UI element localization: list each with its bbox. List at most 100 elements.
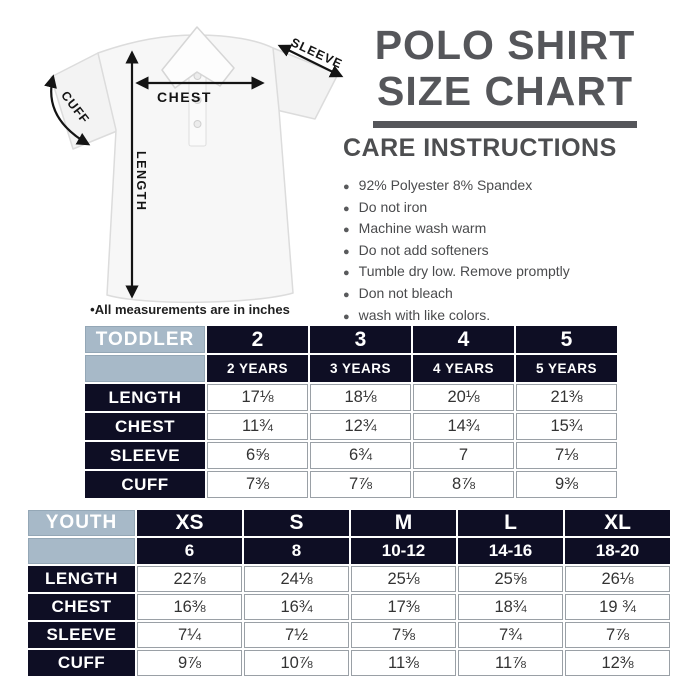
value-cell: 14¾ [413,413,514,440]
polo-shirt-diagram: CHEST LENGTH SLEEVE CUFF [25,18,355,318]
size-header-cell: 5 [516,326,617,353]
size-header-cell: L [458,510,563,536]
size-header-cell: 4 [413,326,514,353]
value-cell: 17⅛ [207,384,308,411]
age-header-cell: 6 [137,538,242,564]
row-label-cuff: CUFF [85,471,205,498]
value-cell: 11⅞ [458,650,563,676]
row-label-length: LENGTH [85,384,205,411]
size-header-cell: 2 [207,326,308,353]
title-underline [373,121,637,128]
size-header-cell: XL [565,510,670,536]
page-title: POLO SHIRT SIZE CHART [340,22,670,128]
row-label-sleeve: SLEEVE [85,442,205,469]
care-item-text: 92% Polyester 8% Spandex [358,177,533,193]
care-heading: CARE INSTRUCTIONS [343,134,617,162]
value-cell: 20⅛ [413,384,514,411]
value-cell: 11¾ [207,413,308,440]
care-list: ● 92% Polyester 8% Spandex ● Do not iron ●… [343,176,699,327]
bullet-icon: ● [343,202,350,215]
care-item-text: Do not iron [358,198,428,215]
row-label-chest: CHEST [28,594,135,620]
measurement-note: •All measurements are in inches [90,302,290,317]
row-label-sleeve: SLEEVE [28,622,135,648]
row-label-chest: CHEST [85,413,205,440]
value-cell: 12⅜ [565,650,670,676]
sleeve-arrow [277,44,344,78]
youth-size-table: YOUTH XS S M L XL 6 8 10-12 14-16 18-20 … [28,510,670,676]
value-cell: 7⅞ [310,471,411,498]
care-item-text: Don not bleach [358,284,453,301]
button-icon [193,120,202,128]
row-label-length: LENGTH [28,566,135,592]
chest-label: CHEST [157,89,212,105]
value-cell: 7¼ [137,622,242,648]
value-cell: 26⅛ [565,566,670,592]
size-header-cell: 3 [310,326,411,353]
bullet-icon: ● [343,267,350,280]
toddler-group-label: TODDLER [85,326,205,353]
value-cell: 22⅞ [137,566,242,592]
row-label-cuff: CUFF [28,650,135,676]
value-cell: 12¾ [310,413,411,440]
care-instructions-section: CARE INSTRUCTIONS ● 92% Polyester 8% Span… [343,134,699,327]
age-header-cell: 8 [244,538,349,564]
bullet-icon: ● [343,310,350,323]
value-cell: 25⅛ [351,566,456,592]
value-cell: 7⅞ [565,622,670,648]
youth-group-label: YOUTH [28,510,135,536]
value-cell: 7½ [244,622,349,648]
size-header-cell: M [351,510,456,536]
care-item: ● Do not iron [343,198,699,220]
age-header-cell: 2 YEARS [207,355,308,382]
value-cell: 15¾ [516,413,617,440]
age-header-cell: 5 YEARS [516,355,617,382]
bullet-icon: ● [343,245,350,258]
care-item-text: Tumble dry low. Remove promptly [358,263,570,280]
value-cell: 7⅝ [351,622,456,648]
age-header-cell: 18-20 [565,538,670,564]
size-header-cell: XS [137,510,242,536]
value-cell: 7⅛ [516,442,617,469]
value-cell: 7 [413,442,514,469]
age-header-cell: 10-12 [351,538,456,564]
bullet-icon: ● [343,181,350,193]
care-item: ● Don not bleach [343,284,699,306]
value-cell: 6⅝ [207,442,308,469]
toddler-group-spacer [85,355,205,382]
value-cell: 25⅝ [458,566,563,592]
care-item-text: Machine wash warm [358,220,487,237]
value-cell: 7¾ [458,622,563,648]
title-line2: SIZE CHART [377,68,633,114]
value-cell: 6¾ [310,442,411,469]
care-item: ● Machine wash warm [343,219,699,241]
toddler-size-table: TODDLER 2 3 4 5 2 YEARS 3 YEARS 4 YEARS … [85,326,617,498]
value-cell: 21⅜ [516,384,617,411]
shirt-body-shape [97,34,294,304]
care-item: ● wash with like colors. [343,306,699,328]
size-header-cell: S [244,510,349,536]
value-cell: 10⅞ [244,650,349,676]
value-cell: 16¾ [244,594,349,620]
youth-group-spacer [28,538,135,564]
value-cell: 24⅛ [244,566,349,592]
care-item: ● Do not add softeners [343,241,699,263]
cuff-arrow [44,74,91,146]
value-cell: 18⅛ [310,384,411,411]
value-cell: 18¾ [458,594,563,620]
value-cell: 9⅞ [137,650,242,676]
value-cell: 9⅜ [516,471,617,498]
age-header-cell: 3 YEARS [310,355,411,382]
value-cell: 17⅜ [351,594,456,620]
title-line1: POLO SHIRT [374,22,636,68]
care-item-text: Do not add softeners [358,241,489,258]
value-cell: 11⅜ [351,650,456,676]
button-icon [193,96,202,104]
value-cell: 16⅜ [137,594,242,620]
care-item-text: wash with like colors. [358,306,491,323]
bullet-icon: ● [343,224,350,237]
value-cell: 19 ¾ [565,594,670,620]
age-header-cell: 14-16 [458,538,563,564]
bullet-icon: ● [343,288,350,301]
value-cell: 8⅞ [413,471,514,498]
